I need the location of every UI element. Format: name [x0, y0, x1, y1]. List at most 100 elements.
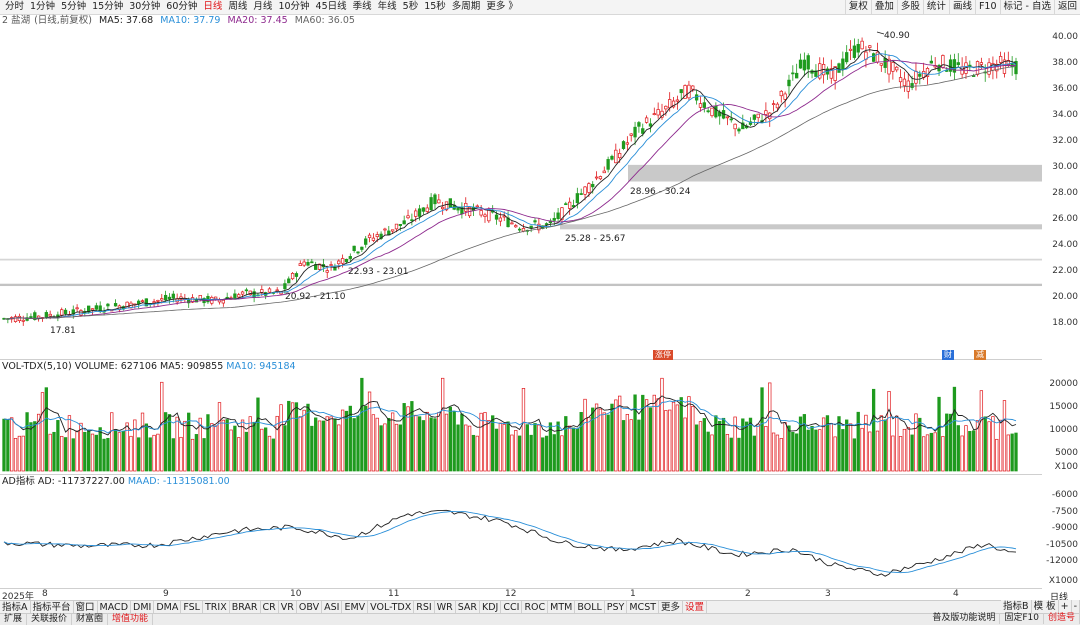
- indicator-tab[interactable]: DMI: [131, 601, 155, 614]
- bottom-right-tab[interactable]: 普及版功能说明: [928, 613, 1001, 624]
- period-tab[interactable]: 季线: [352, 1, 372, 12]
- event-badge[interactable]: 减: [974, 350, 986, 360]
- period-tab[interactable]: 分时: [5, 1, 25, 12]
- bottom-tab[interactable]: 扩展: [0, 614, 28, 625]
- date-label: 4: [953, 589, 959, 599]
- volume-bar: [194, 434, 199, 472]
- indicator-tab[interactable]: VR: [279, 601, 297, 614]
- bottom-tab[interactable]: 关联报价: [27, 614, 73, 625]
- indicator-tab[interactable]: 设置: [683, 601, 708, 614]
- indicator-tab[interactable]: TRIX: [203, 601, 230, 614]
- toolbar-button[interactable]: 画线: [948, 0, 975, 14]
- period-tabs: 分时 1分钟 5分钟 15分钟 30分钟 60分钟 日线 周线 月线 10分钟 45日线 季线 年线 5秒…: [2, 0, 521, 14]
- price-tick: 18.00: [1052, 318, 1078, 328]
- bottom-right: 普及版功能说明 固定F10 创造号: [928, 613, 1080, 624]
- period-tab[interactable]: 45日线: [315, 1, 347, 12]
- bottom-right-tab[interactable]: 固定F10: [1000, 613, 1044, 624]
- candle-body: [433, 194, 437, 205]
- indicator-tab[interactable]: WR: [435, 601, 456, 614]
- volume-bar: [394, 423, 399, 472]
- indicator-tab[interactable]: 更多: [659, 601, 684, 614]
- volume-bar: [621, 420, 626, 472]
- period-tab[interactable]: 年线: [377, 1, 397, 12]
- volume-bar: [375, 417, 379, 472]
- period-tab[interactable]: 多周期: [451, 1, 481, 12]
- period-tab[interactable]: 更多 》: [486, 1, 518, 12]
- indicator-tab[interactable]: BRAR: [230, 601, 261, 614]
- indicator-tab[interactable]: 窗口: [74, 601, 98, 614]
- period-tab[interactable]: 10分钟: [278, 1, 310, 12]
- volume-bar: [329, 416, 333, 472]
- volume-bar: [171, 438, 175, 472]
- toolbar-button[interactable]: 多股: [896, 0, 923, 14]
- period-tab[interactable]: 1分钟: [30, 1, 56, 12]
- candle-body: [514, 225, 518, 228]
- indicator-tab[interactable]: BOLL: [575, 601, 605, 614]
- indicator-right-tab[interactable]: -: [1072, 600, 1080, 613]
- indicator-tab[interactable]: SAR: [456, 601, 481, 614]
- candle-body: [610, 155, 614, 160]
- candle-body: [567, 201, 572, 209]
- indicator-tab[interactable]: OBV: [297, 601, 323, 614]
- candle-body: [144, 298, 149, 307]
- indicator-right-tab[interactable]: 模 板: [1032, 600, 1059, 613]
- candle-body: [579, 193, 583, 195]
- toolbar-button[interactable]: F10: [974, 0, 1000, 14]
- indicator-tab[interactable]: CCI: [501, 601, 523, 614]
- event-badge[interactable]: 财: [942, 350, 954, 360]
- volume-chart[interactable]: [0, 374, 1042, 474]
- period-tab[interactable]: 5秒: [402, 1, 419, 12]
- volume-bar: [302, 409, 306, 472]
- toolbar-button[interactable]: 标记 - 自选: [999, 0, 1054, 14]
- bottom-tab[interactable]: 增值功能: [108, 614, 154, 625]
- indicator-tab[interactable]: 指标A: [0, 601, 31, 614]
- candle-body: [533, 220, 537, 223]
- period-tab[interactable]: 30分钟: [129, 1, 161, 12]
- indicator-tab[interactable]: KDJ: [480, 601, 502, 614]
- indicator-tab[interactable]: CR: [261, 601, 279, 614]
- indicator-tab[interactable]: VOL-TDX: [368, 601, 415, 614]
- volume-bar: [906, 427, 910, 472]
- indicator-tab[interactable]: MCST: [627, 601, 660, 614]
- indicator-tab[interactable]: ASI: [322, 601, 343, 614]
- volume-bar: [856, 411, 860, 472]
- toolbar-button[interactable]: 统计: [922, 0, 949, 14]
- indicator-tab[interactable]: MACD: [98, 601, 132, 614]
- period-tab[interactable]: 15秒: [424, 1, 446, 12]
- indicator-tab[interactable]: ROC: [522, 601, 549, 614]
- bottom-right-tab[interactable]: 创造号: [1044, 613, 1080, 624]
- indicator-tab[interactable]: RSI: [414, 601, 435, 614]
- period-tab[interactable]: 月线: [253, 1, 273, 12]
- ad-chart[interactable]: [0, 488, 1042, 588]
- volume-bar: [337, 424, 341, 472]
- candle-body: [552, 217, 556, 221]
- indicator-tab[interactable]: 指标平台: [31, 601, 74, 614]
- indicator-tab[interactable]: EMV: [342, 601, 369, 614]
- indicator-tab[interactable]: PSY: [605, 601, 628, 614]
- bottom-tab[interactable]: 财富圈: [72, 614, 109, 625]
- period-tab[interactable]: 15分钟: [92, 1, 124, 12]
- candle-body: [845, 52, 849, 63]
- indicator-tab[interactable]: FSL: [181, 601, 203, 614]
- volume-bar: [406, 406, 410, 472]
- toolbar-button[interactable]: 叠加: [870, 0, 897, 14]
- indicator-tab[interactable]: MTM: [548, 601, 576, 614]
- period-tab[interactable]: 60分钟: [166, 1, 198, 12]
- toolbar-button[interactable]: 返回: [1053, 0, 1080, 14]
- volume-bar: [25, 412, 29, 472]
- period-tab[interactable]: 周线: [228, 1, 248, 12]
- price-chart[interactable]: 40.90 17.81 20.92 - 21.10 22.93 - 23.01 25.2…: [0, 28, 1042, 358]
- indicator-right-tab[interactable]: +: [1059, 600, 1072, 613]
- volume-bar: [864, 414, 868, 472]
- period-tab[interactable]: 日线: [203, 1, 223, 12]
- candle-body: [775, 103, 780, 109]
- volume-bar: [448, 406, 453, 472]
- period-tab[interactable]: 5分钟: [61, 1, 87, 12]
- indicator-right-tab[interactable]: 指标B: [1001, 600, 1032, 613]
- volume-bar: [52, 431, 56, 472]
- vol-ma5-line: [3, 395, 1017, 436]
- indicator-tab[interactable]: DMA: [154, 601, 182, 614]
- toolbar-button[interactable]: 复权: [844, 0, 871, 14]
- event-badge[interactable]: 涨停: [653, 350, 673, 360]
- volume-bar: [775, 434, 780, 472]
